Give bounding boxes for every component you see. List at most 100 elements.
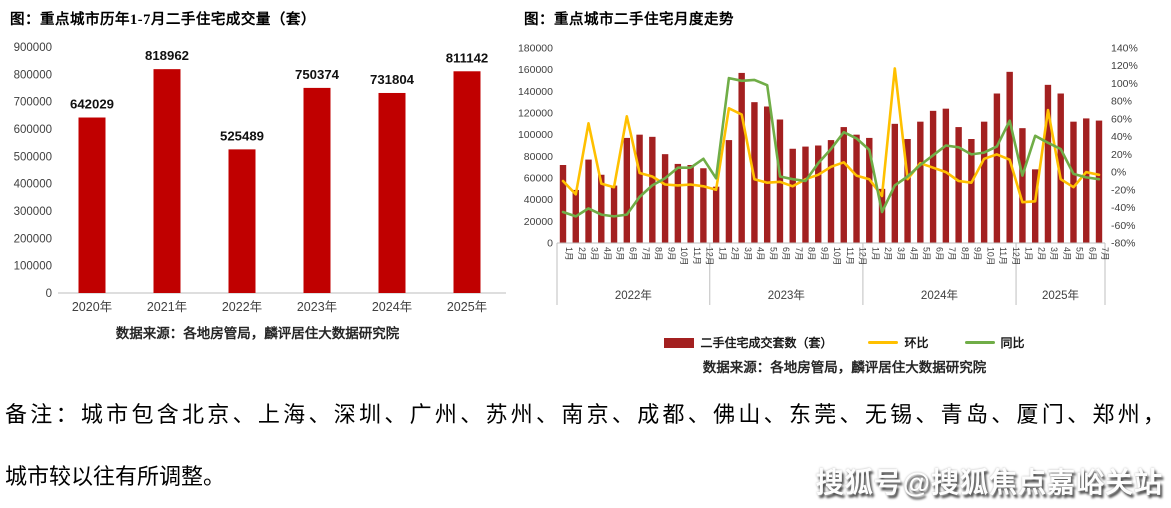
- svg-text:2月: 2月: [1036, 247, 1046, 261]
- svg-text:11月: 11月: [998, 247, 1008, 265]
- svg-text:40000: 40000: [524, 194, 553, 206]
- svg-text:3月: 3月: [743, 247, 753, 261]
- mom-line-swatch-icon: [868, 340, 899, 345]
- svg-text:2023年: 2023年: [297, 300, 337, 314]
- svg-text:100000: 100000: [518, 129, 553, 141]
- svg-text:6月: 6月: [934, 247, 944, 261]
- svg-text:12月: 12月: [858, 247, 868, 266]
- svg-text:160000: 160000: [518, 64, 553, 76]
- svg-text:8月: 8月: [807, 247, 817, 261]
- legend-item-volume: 二手住宅成交套数（套）: [664, 334, 832, 351]
- svg-text:731804: 731804: [370, 72, 415, 87]
- svg-text:2025年: 2025年: [1042, 288, 1079, 302]
- svg-text:60000: 60000: [524, 173, 553, 185]
- legend-item-mom: 环比: [868, 334, 929, 351]
- svg-text:642029: 642029: [70, 97, 114, 112]
- svg-text:2024年: 2024年: [372, 300, 412, 314]
- svg-text:4月: 4月: [756, 247, 766, 261]
- svg-text:60%: 60%: [1111, 113, 1132, 125]
- svg-text:3月: 3月: [1049, 247, 1059, 261]
- svg-text:0: 0: [547, 238, 553, 250]
- right-chart-legend: 二手住宅成交套数（套） 环比 同比: [518, 334, 1171, 351]
- svg-text:2022年: 2022年: [222, 300, 262, 314]
- svg-text:180000: 180000: [518, 43, 553, 55]
- svg-text:0: 0: [46, 288, 52, 300]
- svg-text:-40%: -40%: [1111, 202, 1136, 214]
- legend-label-mom: 环比: [904, 336, 929, 350]
- svg-text:140000: 140000: [518, 86, 553, 98]
- svg-text:6月: 6月: [1087, 247, 1097, 261]
- right-chart-title: 图：重点城市二手住宅月度走势: [524, 12, 734, 28]
- left-chart-source: 数据来源：各地房管局，麟评居住大数据研究院: [115, 326, 400, 341]
- svg-text:4月: 4月: [1062, 247, 1072, 261]
- svg-text:2024年: 2024年: [921, 288, 958, 302]
- svg-text:80000: 80000: [524, 151, 553, 163]
- svg-text:2022年: 2022年: [615, 288, 652, 302]
- svg-text:7月: 7月: [641, 247, 651, 261]
- legend-label-volume: 二手住宅成交套数（套）: [700, 336, 833, 350]
- svg-text:2月: 2月: [883, 247, 893, 261]
- svg-text:12月: 12月: [1011, 247, 1021, 266]
- left-chart-block: 图：重点城市历年1-7月二手住宅成交量（套）: [10, 8, 510, 29]
- svg-text:811142: 811142: [446, 50, 489, 65]
- svg-text:20%: 20%: [1111, 149, 1132, 161]
- left-chart-title: 图：重点城市历年1-7月二手住宅成交量（套）: [10, 12, 316, 28]
- svg-text:200000: 200000: [14, 233, 52, 245]
- legend-label-yoy: 同比: [1000, 336, 1025, 350]
- svg-text:600000: 600000: [14, 124, 52, 136]
- svg-text:4月: 4月: [909, 247, 919, 261]
- svg-text:750374: 750374: [295, 67, 340, 82]
- svg-text:400000: 400000: [14, 179, 52, 191]
- svg-text:2月: 2月: [730, 247, 740, 261]
- right-chart-block: 图：重点城市二手住宅月度走势: [524, 8, 1164, 29]
- svg-text:2020年: 2020年: [72, 300, 112, 314]
- svg-text:7月: 7月: [1100, 247, 1110, 261]
- watermark: 搜狐号@搜狐焦点嘉峪关站: [815, 467, 1163, 498]
- yoy-line-swatch-icon: [964, 340, 995, 345]
- svg-text:700000: 700000: [14, 97, 52, 109]
- svg-text:525489: 525489: [220, 128, 264, 143]
- svg-text:10月: 10月: [985, 247, 995, 266]
- svg-text:10月: 10月: [832, 247, 842, 266]
- svg-text:9月: 9月: [973, 247, 983, 261]
- svg-text:2021年: 2021年: [147, 300, 187, 314]
- svg-text:5月: 5月: [922, 247, 932, 261]
- svg-text:-80%: -80%: [1111, 238, 1136, 250]
- note-line-1: 备注：城市包含北京、上海、深圳、广州、苏州、南京、成都、佛山、东莞、无锡、青岛、…: [5, 402, 1165, 427]
- svg-text:1月: 1月: [564, 247, 574, 261]
- svg-text:11月: 11月: [692, 247, 702, 265]
- svg-text:9月: 9月: [819, 247, 829, 261]
- svg-text:20000: 20000: [524, 216, 553, 228]
- svg-text:40%: 40%: [1111, 131, 1132, 143]
- svg-text:4月: 4月: [603, 247, 613, 261]
- svg-text:2025年: 2025年: [447, 300, 487, 314]
- svg-text:5月: 5月: [768, 247, 778, 261]
- right-chart-source: 数据来源：各地房管局，麟评居住大数据研究院: [702, 360, 987, 375]
- svg-text:2月: 2月: [577, 247, 587, 261]
- svg-text:120000: 120000: [518, 108, 553, 120]
- svg-text:12月: 12月: [705, 247, 715, 266]
- note-line-2: 城市较以往有所调整。: [5, 464, 226, 489]
- monthly-trend-chart: 0 20000 40000 60000 80000 100000 120000 140000 1…: [518, 43, 1138, 305]
- svg-text:900000: 900000: [14, 42, 52, 54]
- svg-text:-20%: -20%: [1111, 184, 1136, 196]
- svg-text:1月: 1月: [871, 247, 881, 261]
- svg-text:300000: 300000: [14, 206, 52, 218]
- svg-text:6月: 6月: [781, 247, 791, 261]
- svg-text:7月: 7月: [794, 247, 804, 261]
- svg-text:9月: 9月: [666, 247, 676, 261]
- svg-text:8月: 8月: [654, 247, 664, 261]
- svg-text:5月: 5月: [1075, 247, 1085, 261]
- svg-text:6月: 6月: [628, 247, 638, 261]
- svg-text:3月: 3月: [590, 247, 600, 261]
- svg-text:7月: 7月: [947, 247, 957, 261]
- svg-text:3月: 3月: [896, 247, 906, 261]
- svg-text:10月: 10月: [679, 247, 689, 266]
- svg-text:1月: 1月: [1024, 247, 1034, 261]
- svg-text:-60%: -60%: [1111, 220, 1136, 232]
- svg-text:100000: 100000: [14, 261, 52, 273]
- svg-text:140%: 140%: [1111, 43, 1138, 55]
- annual-bar-chart: 0 100000 200000 300000 400000 500000 600000 700…: [14, 42, 506, 314]
- svg-text:5月: 5月: [615, 247, 625, 261]
- svg-text:818962: 818962: [145, 48, 189, 63]
